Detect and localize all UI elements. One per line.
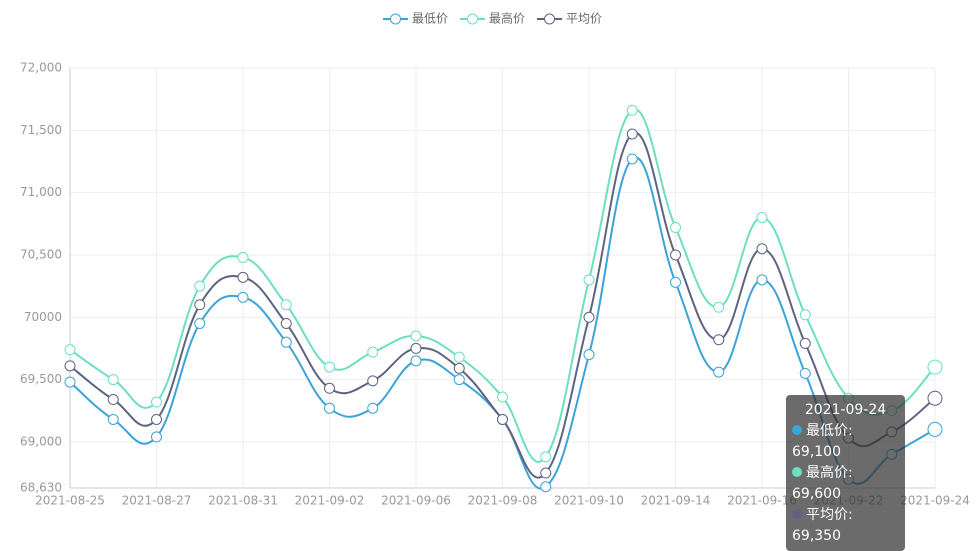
point bbox=[626, 153, 638, 165]
point bbox=[151, 431, 162, 443]
legend-icon bbox=[390, 13, 401, 25]
point bbox=[107, 394, 119, 406]
point bbox=[497, 391, 508, 403]
point bbox=[713, 301, 725, 313]
y-tick-label: 70000 bbox=[24, 310, 62, 324]
point bbox=[194, 317, 206, 329]
point bbox=[237, 291, 249, 303]
point bbox=[626, 104, 638, 116]
y-tick-label: 72,000 bbox=[20, 61, 62, 75]
x-tick-label: 2021-09-14 bbox=[641, 494, 711, 508]
point bbox=[799, 337, 811, 349]
point bbox=[540, 481, 552, 493]
point bbox=[927, 421, 943, 437]
point bbox=[367, 402, 379, 414]
tooltip-row: 平均价: 69,350 bbox=[792, 505, 905, 547]
point bbox=[410, 330, 422, 342]
legend-label: 最低价 bbox=[412, 12, 448, 26]
point bbox=[410, 355, 422, 367]
x-tick-label: 2021-08-31 bbox=[208, 494, 278, 508]
point bbox=[107, 413, 119, 425]
tooltip-text: 最低价: 69,100 bbox=[792, 423, 853, 460]
legend-label: 最高价 bbox=[489, 11, 525, 26]
point bbox=[670, 276, 681, 288]
legend-icon bbox=[467, 13, 478, 25]
y-tick-label: 70,500 bbox=[20, 247, 62, 261]
x-tick-label: 2021-09-02 bbox=[295, 494, 365, 508]
point bbox=[756, 274, 768, 286]
point bbox=[626, 128, 638, 140]
point bbox=[194, 280, 206, 292]
point bbox=[237, 251, 249, 263]
point bbox=[756, 243, 768, 255]
point bbox=[583, 311, 595, 323]
point bbox=[367, 346, 379, 358]
point bbox=[453, 362, 465, 374]
x-tick-label: 2021-09-06 bbox=[381, 494, 451, 508]
point bbox=[540, 467, 552, 479]
legend-icon bbox=[544, 13, 555, 25]
y-tick-label: 71,000 bbox=[20, 185, 62, 199]
point bbox=[107, 374, 119, 386]
y-tick-label: 71,500 bbox=[20, 123, 62, 137]
point bbox=[64, 344, 76, 356]
point bbox=[540, 451, 552, 463]
tooltip-dot bbox=[792, 425, 802, 435]
tooltip-row: 最高价: 69,600 bbox=[792, 463, 905, 505]
point bbox=[410, 342, 422, 354]
point bbox=[453, 351, 465, 363]
x-tick-label: 2021-09-24 bbox=[900, 494, 970, 508]
y-tick-label: 69,500 bbox=[20, 372, 62, 386]
point bbox=[670, 222, 681, 234]
point bbox=[713, 334, 725, 346]
point bbox=[453, 374, 465, 386]
point bbox=[64, 376, 76, 388]
point bbox=[324, 382, 335, 394]
x-tick-label: 2021-08-27 bbox=[122, 494, 192, 508]
tooltip-text: 最高价: 69,600 bbox=[792, 465, 853, 502]
tooltip-dot bbox=[792, 467, 802, 477]
point bbox=[927, 359, 943, 375]
tooltip: 2021-09-24 最低价: 69,100 最高价: 69,600 平均价: 69… bbox=[786, 395, 905, 551]
chart: 68,630 69,000 69,500 70000 70,500 71,000 71,50… bbox=[20, 11, 970, 508]
point bbox=[151, 413, 162, 425]
point bbox=[799, 367, 811, 379]
tooltip-dot bbox=[792, 509, 802, 519]
point bbox=[280, 299, 292, 311]
point bbox=[151, 396, 162, 408]
point bbox=[497, 413, 508, 425]
point bbox=[756, 212, 768, 224]
point bbox=[670, 249, 681, 261]
point bbox=[583, 349, 595, 361]
x-tick-label: 2021-08-25 bbox=[35, 494, 105, 508]
point bbox=[324, 402, 335, 414]
point bbox=[583, 274, 595, 286]
page: 68,630 69,000 69,500 70000 70,500 71,000 71,50… bbox=[20, 10, 970, 551]
y-tick-label: 69,000 bbox=[20, 434, 62, 448]
x-tick-label: 2021-09-10 bbox=[554, 494, 624, 508]
point bbox=[799, 309, 811, 321]
point bbox=[237, 271, 249, 283]
point bbox=[194, 299, 206, 311]
point bbox=[280, 336, 292, 348]
tooltip-title: 2021-09-24 bbox=[804, 402, 887, 418]
legend: 最低价 最高价 平均价 bbox=[383, 11, 602, 26]
x-tick-label: 2021-09-16 bbox=[727, 494, 797, 508]
point bbox=[324, 361, 335, 373]
point bbox=[280, 317, 292, 329]
point bbox=[367, 375, 379, 387]
legend-label: 平均价 bbox=[566, 12, 602, 26]
point bbox=[927, 390, 943, 406]
point bbox=[713, 366, 725, 378]
x-tick-label: 2021-09-08 bbox=[468, 494, 538, 508]
tooltip-row: 最低价: 69,100 bbox=[792, 421, 905, 463]
y-tick-label: 68,630 bbox=[20, 481, 62, 495]
point bbox=[64, 360, 76, 372]
